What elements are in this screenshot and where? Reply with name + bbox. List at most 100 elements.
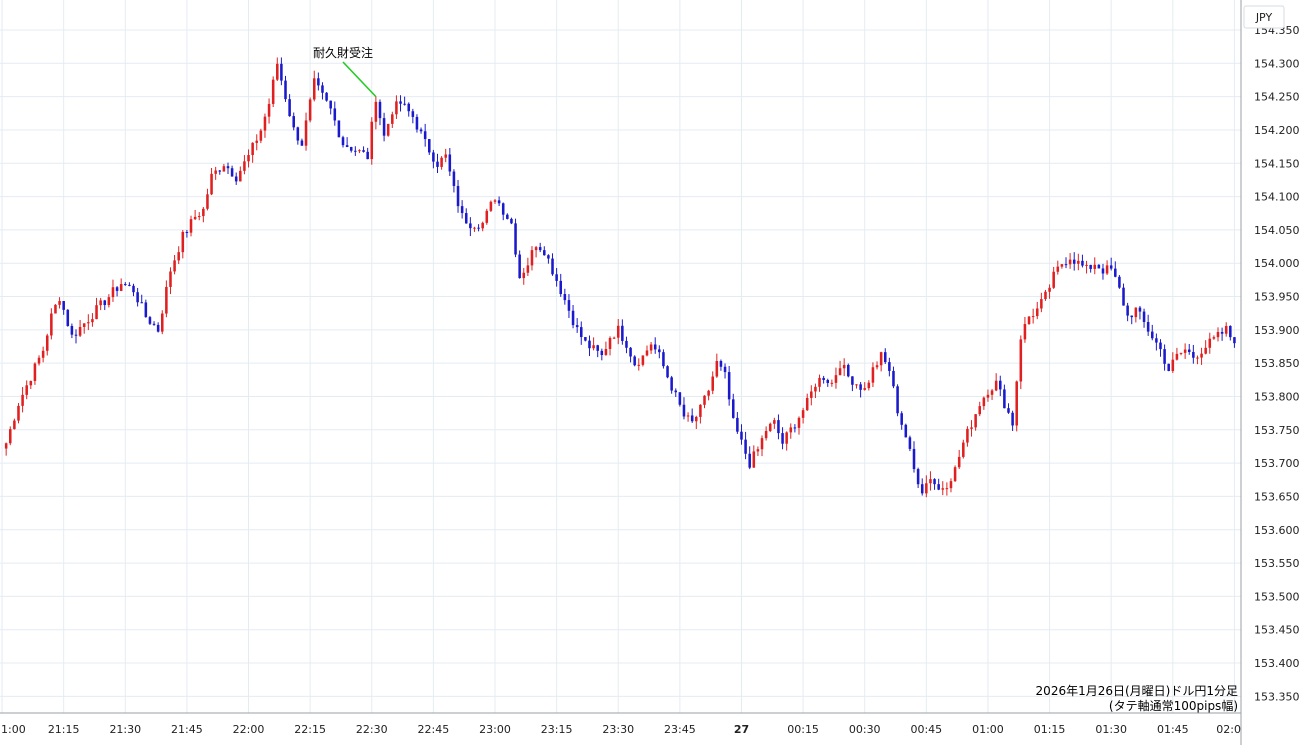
price-tick-label: 154.250	[1254, 91, 1300, 104]
candle-body	[731, 399, 735, 418]
candle-body	[415, 116, 419, 130]
candle-body	[193, 216, 197, 220]
candle-body	[949, 481, 953, 489]
candle-body	[1048, 287, 1051, 292]
candle-body	[95, 305, 98, 320]
time-tick-label: 01:00	[972, 723, 1004, 736]
candle-body	[37, 357, 41, 364]
candle-body	[1229, 325, 1232, 338]
candle-body	[662, 352, 665, 367]
candle-body	[17, 405, 20, 421]
candle-body	[391, 114, 394, 124]
candle-body	[1093, 264, 1097, 269]
candle-body	[851, 376, 854, 385]
candle-body	[567, 300, 571, 311]
candle-body	[103, 300, 107, 306]
candle-body	[953, 467, 957, 482]
candle-body	[957, 456, 961, 468]
price-tick-label: 153.950	[1254, 291, 1300, 304]
time-tick-label: 22:15	[294, 723, 326, 736]
price-tick-label: 153.550	[1254, 557, 1300, 570]
candle-body	[695, 416, 698, 422]
candle-body	[785, 432, 788, 444]
candle-body	[1196, 357, 1199, 359]
candle-body	[1183, 349, 1187, 353]
candle-body	[239, 170, 242, 182]
price-tick-label: 153.700	[1254, 457, 1300, 470]
candle-body	[263, 116, 267, 131]
candle-body	[41, 350, 45, 358]
candle-body	[1105, 265, 1109, 274]
candle-body	[33, 363, 37, 381]
time-tick-label: 00:30	[849, 723, 881, 736]
candle-body	[329, 100, 332, 109]
candle-body	[296, 127, 300, 141]
candle-body	[45, 335, 49, 351]
time-tick-label: 21:30	[109, 723, 141, 736]
candle-body	[259, 130, 263, 141]
candle-body	[563, 294, 567, 301]
candle-body	[551, 258, 554, 275]
candle-body	[255, 140, 259, 143]
candle-body	[460, 206, 464, 214]
candle-body	[637, 364, 641, 366]
candle-body	[66, 309, 70, 327]
candle-body	[300, 140, 304, 146]
time-tick-label: 22:30	[356, 723, 388, 736]
candle-body	[288, 99, 291, 117]
candle-body	[625, 340, 628, 348]
candle-body	[604, 348, 608, 356]
candle-body	[538, 247, 542, 251]
candle-body	[855, 384, 858, 386]
candle-body	[686, 415, 690, 417]
candle-body	[366, 151, 369, 160]
candle-body	[136, 292, 139, 303]
candle-body	[1007, 408, 1010, 413]
time-tick-label: 02:0	[1216, 723, 1241, 736]
candle-body	[847, 364, 850, 377]
candle-body	[13, 420, 16, 430]
candle-body	[411, 111, 415, 117]
candle-body	[304, 120, 308, 146]
candle-body	[838, 368, 842, 376]
time-tick-label: 01:15	[1034, 723, 1066, 736]
candle-body	[1011, 412, 1014, 426]
candle-body	[292, 116, 295, 128]
time-tick-label: 00:15	[787, 723, 819, 736]
candle-body	[974, 414, 977, 428]
candle-body	[185, 232, 189, 234]
candle-body	[317, 78, 320, 86]
candle-body	[1114, 268, 1117, 277]
candle-body	[727, 372, 731, 400]
candle-body	[321, 85, 324, 93]
candle-body	[600, 350, 604, 356]
candle-body	[407, 103, 411, 112]
time-tick-label: 01:45	[1157, 723, 1189, 736]
time-tick-label: 01:30	[1095, 723, 1127, 736]
candle-body	[325, 92, 328, 101]
candle-body	[1085, 264, 1088, 266]
candle-body	[197, 216, 201, 218]
candle-body	[456, 185, 460, 207]
candle-body	[54, 304, 57, 314]
candle-body	[243, 161, 246, 171]
candle-body	[222, 166, 226, 172]
candle-body	[616, 325, 620, 338]
candle-body	[267, 103, 271, 117]
candle-body	[1233, 337, 1236, 344]
candle-body	[444, 154, 447, 158]
candle-body	[251, 142, 254, 156]
candle-body	[247, 155, 250, 162]
candle-body	[777, 420, 780, 434]
candle-body	[579, 327, 583, 338]
candle-body	[419, 129, 423, 132]
candle-body	[875, 365, 879, 368]
time-tick-label: 27	[734, 723, 749, 736]
candle-body	[497, 200, 501, 204]
candle-body	[945, 488, 949, 490]
candle-body	[781, 433, 784, 444]
price-tick-label: 153.400	[1254, 657, 1300, 670]
candle-body	[653, 344, 657, 350]
candles	[4, 57, 1236, 498]
